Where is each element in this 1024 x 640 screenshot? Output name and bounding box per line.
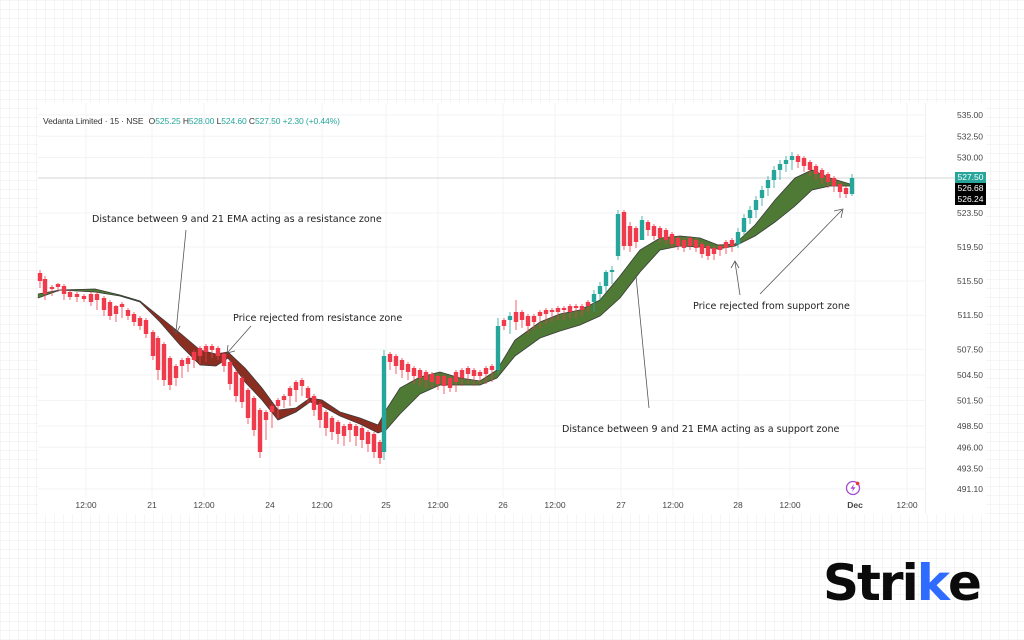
time-axis-labels: 12:00 21 12:00 24 12:00 25 12:00 26 12:00 27 12:00…: [75, 500, 918, 510]
arrow-head-icon: [226, 344, 236, 354]
svg-text:Price rejected from support zo: Price rejected from support zone: [693, 301, 850, 312]
svg-text:Distance between 9 and 21 EMA: Distance between 9 and 21 EMA acting as …: [562, 424, 840, 435]
candlesticks: [37, 152, 855, 464]
annotation-resistance-reject: Price rejected from resistance zone: [226, 313, 402, 354]
arrow-head-icon: [833, 208, 844, 219]
svg-text:515.50: 515.50: [957, 276, 983, 286]
svg-text:511.50: 511.50: [958, 310, 984, 320]
svg-text:26: 26: [498, 500, 508, 510]
ema21-price-badge: 526.24: [955, 194, 986, 205]
svg-text:493.50: 493.50: [957, 464, 983, 474]
strike-logo: Stri k e: [823, 554, 982, 612]
svg-text:21: 21: [147, 500, 157, 510]
svg-text:12:00: 12:00: [779, 500, 801, 510]
change-value: +2.30 (+0.44%): [282, 116, 340, 126]
svg-text:Price rejected from resistance: Price rejected from resistance zone: [233, 313, 402, 324]
svg-text:28: 28: [733, 500, 743, 510]
annotation-support-zone: Distance between 9 and 21 EMA acting as …: [562, 275, 840, 435]
svg-text:519.50: 519.50: [957, 242, 983, 252]
price-axis-labels: 535.00 532.50 530.00 523.50 519.50 515.50 511.…: [957, 110, 983, 494]
ohlc-values: O525.25 H528.00 L524.60 C527.50 +2.30 (+…: [148, 116, 340, 126]
open-value: 525.25: [155, 116, 181, 126]
svg-text:12:00: 12:00: [427, 500, 449, 510]
svg-text:12:00: 12:00: [662, 500, 684, 510]
annotation-resistance-zone: Distance between 9 and 21 EMA acting as …: [92, 214, 382, 335]
svg-text:507.50: 507.50: [957, 344, 983, 354]
svg-text:530.00: 530.00: [957, 153, 983, 163]
svg-text:12:00: 12:00: [75, 500, 97, 510]
svg-text:535.00: 535.00: [957, 110, 983, 120]
close-value: 527.50: [254, 116, 281, 126]
svg-text:24: 24: [265, 500, 275, 510]
svg-text:532.50: 532.50: [957, 131, 983, 141]
svg-text:498.50: 498.50: [957, 421, 983, 431]
ema9-price-badge: 526.68: [955, 183, 986, 194]
svg-text:Dec: Dec: [847, 500, 863, 510]
svg-text:12:00: 12:00: [544, 500, 566, 510]
svg-text:496.00: 496.00: [957, 442, 983, 452]
low-value: 524.60: [221, 116, 247, 126]
svg-text:523.50: 523.50: [957, 208, 983, 218]
chart-legend: Vedanta Limited · 15 · NSE O525.25 H528.…: [43, 116, 340, 126]
svg-text:491.10: 491.10: [957, 484, 983, 494]
svg-text:12:00: 12:00: [311, 500, 333, 510]
symbol-title: Vedanta Limited · 15 · NSE: [43, 116, 144, 126]
lightning-icon[interactable]: [845, 480, 861, 496]
svg-text:504.50: 504.50: [957, 370, 983, 380]
svg-text:501.50: 501.50: [957, 395, 983, 405]
svg-text:25: 25: [381, 500, 391, 510]
arrow-head-icon: [730, 260, 740, 269]
svg-text:Distance between 9 and 21 EMA: Distance between 9 and 21 EMA acting as …: [92, 214, 382, 225]
high-value: 528.00: [188, 116, 215, 126]
last-price-badge: 527.50: [955, 172, 986, 183]
svg-text:27: 27: [616, 500, 626, 510]
annotation-support-reject: Price rejected from support zone: [693, 208, 850, 312]
svg-text:12:00: 12:00: [896, 500, 918, 510]
price-axis[interactable]: [925, 103, 986, 514]
chart-panel[interactable]: [38, 103, 985, 514]
svg-text:12:00: 12:00: [193, 500, 215, 510]
arrow-head-icon: [171, 325, 181, 335]
